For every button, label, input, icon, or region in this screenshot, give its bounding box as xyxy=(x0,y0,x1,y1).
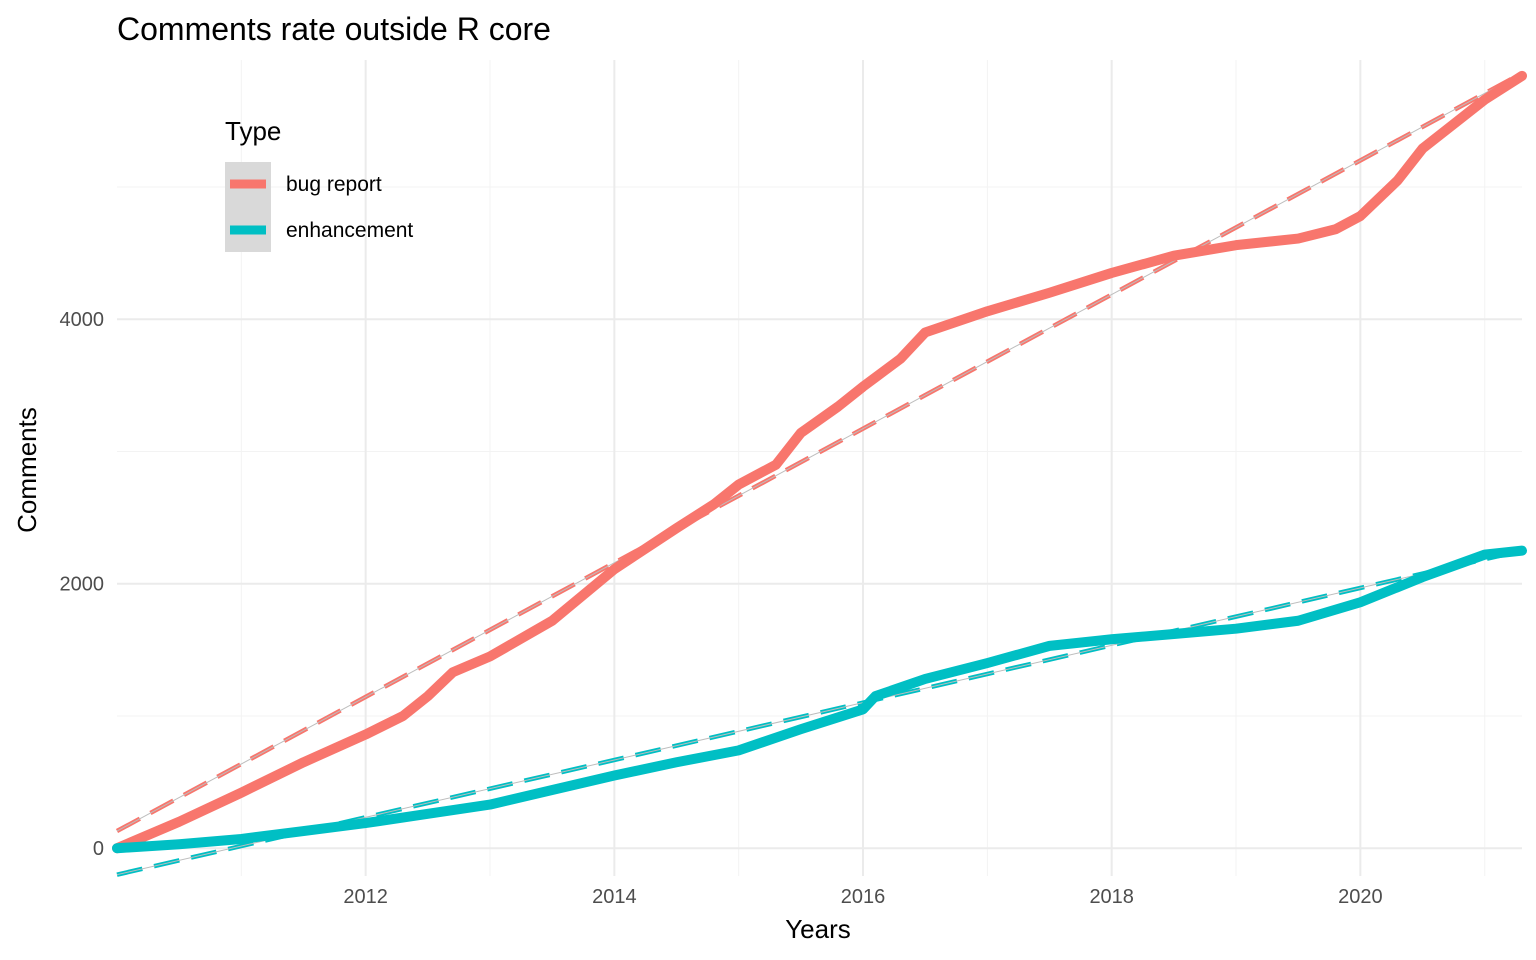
trend-guide-bug-report xyxy=(116,72,1523,832)
x-axis-title: Years xyxy=(785,914,851,944)
x-tick-label: 2018 xyxy=(1089,886,1134,908)
plot-panel xyxy=(112,60,1527,877)
grid xyxy=(117,60,1522,876)
x-tick-label: 2012 xyxy=(343,886,388,908)
y-tick-label: 4000 xyxy=(60,309,105,331)
x-axis-tick-labels: 2012 2014 2016 2018 2020 xyxy=(343,886,1382,908)
series-lines xyxy=(112,70,1527,854)
x-tick-label: 2014 xyxy=(592,886,637,908)
x-tick-label: 2020 xyxy=(1338,886,1383,908)
x-tick-label: 2016 xyxy=(841,886,886,908)
legend-key-background xyxy=(225,162,271,252)
y-tick-label: 0 xyxy=(93,838,104,860)
legend-label-bug-report: bug report xyxy=(286,173,382,196)
chart-title: Comments rate outside R core xyxy=(117,11,551,47)
y-axis-title: Comments xyxy=(12,407,42,533)
y-tick-label: 2000 xyxy=(60,574,105,596)
series-line-bug-report xyxy=(112,70,1527,854)
legend-label-enhancement: enhancement xyxy=(286,219,413,242)
legend: Type bug report enhancement xyxy=(225,116,413,252)
series-line-enhancement xyxy=(112,545,1527,854)
y-axis-tick-labels: 0 2000 4000 xyxy=(60,309,105,860)
legend-title: Type xyxy=(225,116,281,146)
